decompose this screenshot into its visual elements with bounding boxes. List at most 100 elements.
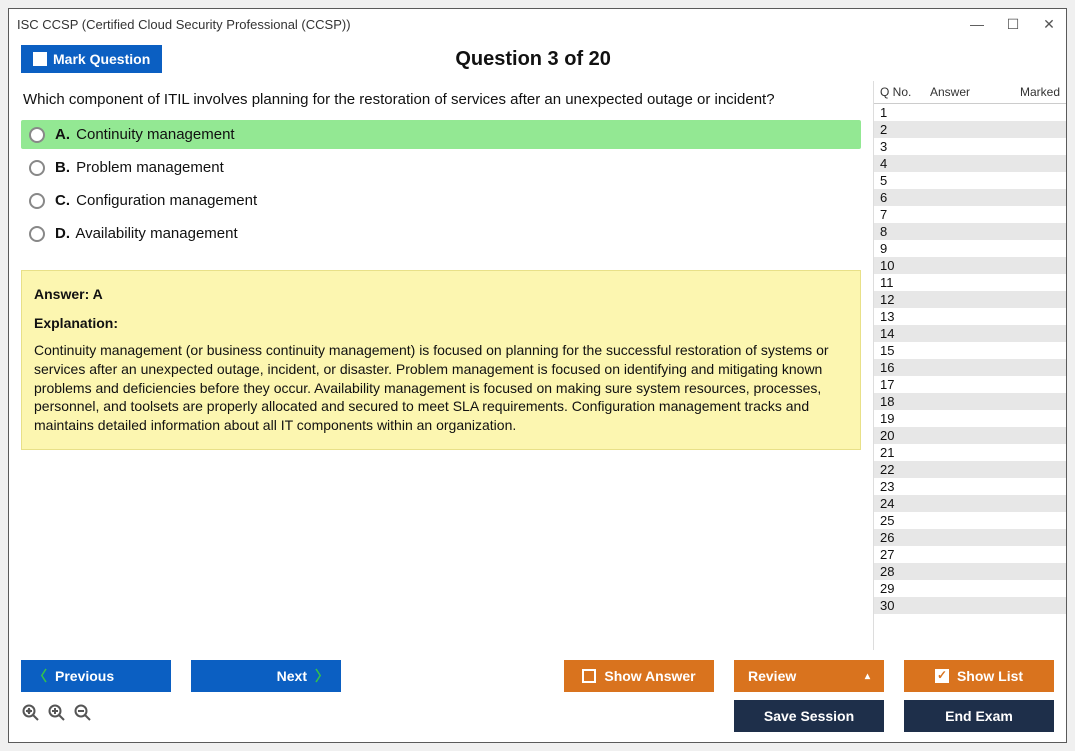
list-item[interactable]: 29 bbox=[874, 580, 1066, 597]
list-item[interactable]: 1 bbox=[874, 104, 1066, 121]
header-row: Mark Question Question 3 of 20 bbox=[9, 39, 1066, 81]
list-item-qno: 27 bbox=[880, 547, 930, 562]
list-item[interactable]: 3 bbox=[874, 138, 1066, 155]
list-item[interactable]: 8 bbox=[874, 223, 1066, 240]
caret-up-icon: ▴ bbox=[865, 671, 870, 682]
list-item[interactable]: 7 bbox=[874, 206, 1066, 223]
list-item[interactable]: 20 bbox=[874, 427, 1066, 444]
zoom-controls bbox=[21, 703, 93, 729]
show-answer-button[interactable]: Show Answer bbox=[564, 660, 714, 692]
list-item[interactable]: 11 bbox=[874, 274, 1066, 291]
list-item-qno: 28 bbox=[880, 564, 930, 579]
review-label: Review bbox=[748, 668, 796, 684]
list-item-qno: 10 bbox=[880, 258, 930, 273]
show-list-button[interactable]: Show List bbox=[904, 660, 1054, 692]
answer-box: Answer: A Explanation: Continuity manage… bbox=[21, 270, 861, 450]
radio-icon[interactable] bbox=[29, 226, 45, 242]
mark-question-button[interactable]: Mark Question bbox=[21, 45, 162, 73]
review-button[interactable]: Review ▴ bbox=[734, 660, 884, 692]
list-item[interactable]: 6 bbox=[874, 189, 1066, 206]
option-letter: C. bbox=[55, 192, 70, 209]
list-item-qno: 17 bbox=[880, 377, 930, 392]
end-exam-button[interactable]: End Exam bbox=[904, 700, 1054, 732]
maximize-icon[interactable]: ☐ bbox=[1004, 16, 1022, 33]
radio-icon[interactable] bbox=[29, 160, 45, 176]
close-icon[interactable]: ✕ bbox=[1040, 16, 1058, 33]
option-text: Availability management bbox=[72, 225, 238, 242]
chevron-left-icon: 〈 bbox=[33, 666, 47, 686]
list-item[interactable]: 13 bbox=[874, 308, 1066, 325]
list-item-qno: 2 bbox=[880, 122, 930, 137]
option-letter: D. bbox=[55, 225, 70, 242]
list-item-qno: 18 bbox=[880, 394, 930, 409]
list-item[interactable]: 18 bbox=[874, 393, 1066, 410]
radio-icon[interactable] bbox=[29, 127, 45, 143]
list-item-qno: 8 bbox=[880, 224, 930, 239]
list-item[interactable]: 12 bbox=[874, 291, 1066, 308]
checkbox-checked-icon bbox=[935, 669, 949, 683]
list-item[interactable]: 4 bbox=[874, 155, 1066, 172]
save-session-label: Save Session bbox=[764, 708, 854, 724]
radio-icon[interactable] bbox=[29, 193, 45, 209]
content-row: Which component of ITIL involves plannin… bbox=[9, 81, 1066, 650]
list-item-qno: 24 bbox=[880, 496, 930, 511]
zoom-out-icon[interactable] bbox=[73, 703, 93, 729]
list-item[interactable]: 15 bbox=[874, 342, 1066, 359]
save-session-button[interactable]: Save Session bbox=[734, 700, 884, 732]
option-text: Problem management bbox=[72, 159, 224, 176]
checkbox-icon bbox=[582, 669, 596, 683]
chevron-right-icon: 〉 bbox=[315, 666, 329, 686]
list-item[interactable]: 5 bbox=[874, 172, 1066, 189]
list-item-qno: 1 bbox=[880, 105, 930, 120]
list-item[interactable]: 16 bbox=[874, 359, 1066, 376]
list-item-qno: 25 bbox=[880, 513, 930, 528]
window-title: ISC CCSP (Certified Cloud Security Profe… bbox=[17, 17, 968, 32]
list-item[interactable]: 25 bbox=[874, 512, 1066, 529]
list-item[interactable]: 9 bbox=[874, 240, 1066, 257]
list-item[interactable]: 30 bbox=[874, 597, 1066, 614]
list-item-qno: 4 bbox=[880, 156, 930, 171]
list-item-qno: 12 bbox=[880, 292, 930, 307]
minimize-icon[interactable]: — bbox=[968, 16, 986, 32]
list-item[interactable]: 14 bbox=[874, 325, 1066, 342]
mark-question-label: Mark Question bbox=[53, 51, 150, 67]
list-item[interactable]: 26 bbox=[874, 529, 1066, 546]
explanation-text: Continuity management (or business conti… bbox=[34, 341, 848, 435]
list-item-qno: 7 bbox=[880, 207, 930, 222]
options-list: A. Continuity management B. Problem manag… bbox=[21, 120, 861, 252]
previous-button[interactable]: 〈 Previous bbox=[21, 660, 171, 692]
list-item[interactable]: 17 bbox=[874, 376, 1066, 393]
list-item[interactable]: 10 bbox=[874, 257, 1066, 274]
option-text: Configuration management bbox=[72, 192, 257, 209]
list-header: Q No. Answer Marked bbox=[874, 81, 1066, 104]
list-item[interactable]: 23 bbox=[874, 478, 1066, 495]
option-a[interactable]: A. Continuity management bbox=[21, 120, 861, 149]
end-exam-label: End Exam bbox=[945, 708, 1013, 724]
question-list-panel: Q No. Answer Marked 12345678910111213141… bbox=[873, 81, 1066, 650]
checkbox-icon bbox=[33, 52, 47, 66]
option-b[interactable]: B. Problem management bbox=[21, 153, 861, 182]
list-item[interactable]: 24 bbox=[874, 495, 1066, 512]
list-item-qno: 23 bbox=[880, 479, 930, 494]
list-item-qno: 15 bbox=[880, 343, 930, 358]
list-item[interactable]: 21 bbox=[874, 444, 1066, 461]
list-item[interactable]: 28 bbox=[874, 563, 1066, 580]
list-item[interactable]: 22 bbox=[874, 461, 1066, 478]
zoom-reset-icon[interactable] bbox=[21, 703, 41, 729]
answer-line: Answer: A bbox=[34, 285, 848, 304]
list-item-qno: 26 bbox=[880, 530, 930, 545]
list-item-qno: 13 bbox=[880, 309, 930, 324]
list-item[interactable]: 2 bbox=[874, 121, 1066, 138]
previous-label: Previous bbox=[55, 668, 114, 684]
titlebar: ISC CCSP (Certified Cloud Security Profe… bbox=[9, 9, 1066, 39]
list-item-qno: 29 bbox=[880, 581, 930, 596]
question-list[interactable]: 1234567891011121314151617181920212223242… bbox=[874, 104, 1066, 650]
option-d[interactable]: D. Availability management bbox=[21, 219, 861, 248]
list-item[interactable]: 27 bbox=[874, 546, 1066, 563]
list-item-qno: 6 bbox=[880, 190, 930, 205]
zoom-in-icon[interactable] bbox=[47, 703, 67, 729]
next-button[interactable]: Next 〉 bbox=[191, 660, 341, 692]
list-header-marked: Marked bbox=[1020, 85, 1060, 99]
list-item[interactable]: 19 bbox=[874, 410, 1066, 427]
option-c[interactable]: C. Configuration management bbox=[21, 186, 861, 215]
